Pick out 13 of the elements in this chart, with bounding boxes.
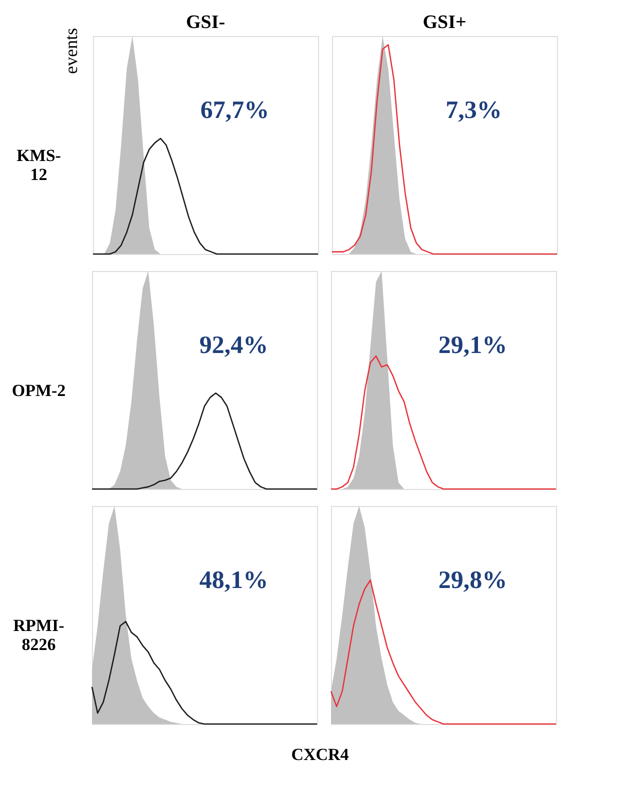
annotation: 48,1%	[199, 567, 268, 594]
annotation: 7,3%	[446, 97, 502, 124]
y-axis-title: KMS-12	[16, 146, 62, 184]
annotation: 67,7%	[200, 97, 270, 124]
y-axis-title: RPMI-8226	[13, 616, 65, 654]
text: events	[61, 28, 81, 74]
x-axis-title: CXCR4	[291, 745, 350, 764]
annotation: 29,1%	[438, 332, 508, 360]
chart-title: GSI+	[422, 12, 466, 33]
annotation: 92,4%	[199, 332, 268, 360]
y-axis-title: OPM-2	[12, 380, 66, 400]
annotation: 29,8%	[438, 567, 508, 594]
chart-title: GSI-	[186, 12, 226, 33]
